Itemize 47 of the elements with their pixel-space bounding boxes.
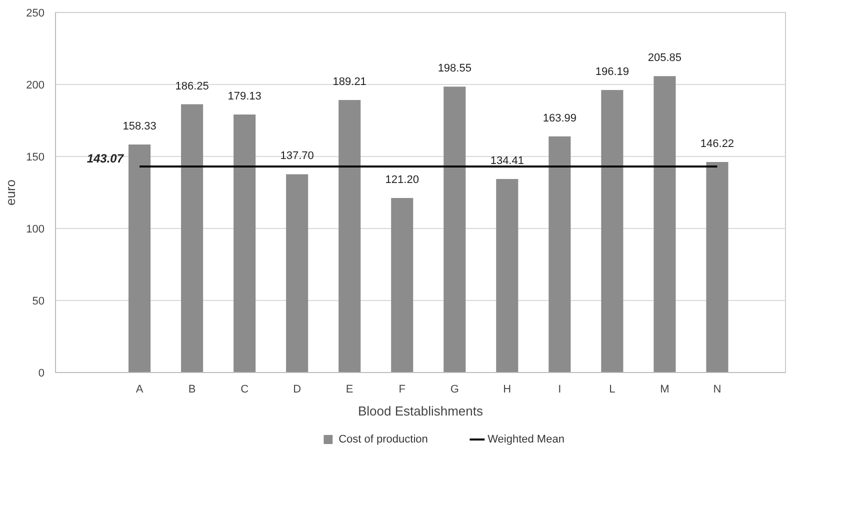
data-label: 196.19 — [595, 66, 630, 78]
y-tick-label: 50 — [32, 296, 45, 308]
bar — [654, 76, 676, 372]
bar — [338, 100, 361, 372]
bar — [286, 174, 308, 372]
x-tick-label: M — [660, 384, 670, 396]
data-label: 179.13 — [228, 90, 262, 103]
data-label: 198.55 — [438, 62, 472, 75]
data-label: 163.99 — [542, 112, 577, 124]
y-tick-label: 250 — [26, 8, 45, 20]
x-tick-label: B — [188, 384, 196, 396]
x-tick-label: D — [293, 384, 302, 396]
y-axis-title: euro — [3, 179, 18, 206]
data-label: 186.25 — [175, 80, 209, 92]
bar — [391, 198, 414, 372]
x-tick-label: F — [398, 384, 406, 396]
x-tick-label: G — [450, 384, 459, 396]
bar — [601, 90, 624, 372]
y-tick-label: 100 — [26, 224, 45, 236]
bar — [128, 144, 151, 372]
bar — [706, 162, 728, 372]
x-tick-label: E — [346, 384, 354, 396]
bar — [548, 136, 571, 372]
x-tick-label: N — [713, 384, 722, 396]
legend-label: Cost of production — [338, 434, 428, 446]
y-tick-label: 200 — [26, 80, 45, 92]
data-label: 158.33 — [122, 120, 156, 133]
data-label: 143.07 — [86, 151, 125, 166]
bar — [181, 104, 204, 372]
data-label: 134.41 — [490, 154, 524, 167]
x-axis-title: Blood Establishments — [358, 404, 484, 418]
data-label: 189.21 — [332, 76, 366, 88]
data-label: 121.20 — [385, 174, 419, 186]
bar — [444, 86, 466, 372]
bar — [496, 178, 518, 372]
y-tick-label: 150 — [26, 152, 45, 164]
x-tick-label: L — [609, 384, 616, 396]
legend-label: Weighted Mean — [488, 434, 564, 446]
x-tick-label: C — [240, 384, 249, 396]
bar — [234, 114, 256, 372]
data-label: 205.85 — [648, 52, 682, 64]
data-label: 146.22 — [700, 138, 734, 150]
x-tick-label: I — [558, 384, 562, 396]
data-label: 137.70 — [280, 150, 314, 162]
x-tick-label: H — [503, 384, 512, 396]
y-tick-label: 0 — [38, 368, 45, 380]
x-tick-label: A — [136, 384, 144, 396]
